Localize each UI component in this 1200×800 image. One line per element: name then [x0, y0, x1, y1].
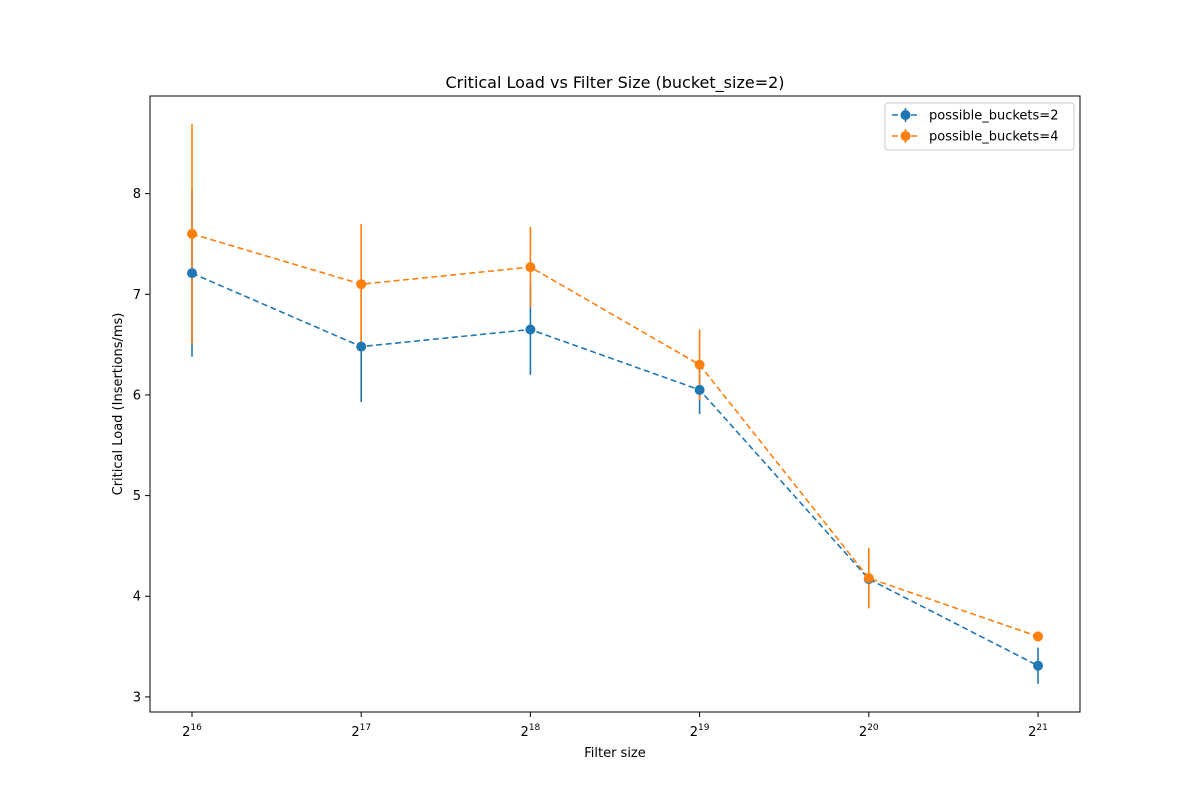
- data-point-series-1: [694, 384, 705, 395]
- y-tick-label: 5: [133, 489, 141, 504]
- legend-label-series-1: possible_buckets=2: [929, 109, 1058, 124]
- x-axis: 216 217 218 219 220 221: [182, 712, 1048, 740]
- data-point-series-1: [525, 324, 536, 335]
- x-tick-label: 218: [521, 723, 541, 740]
- plot-area-frame: [149, 95, 1081, 713]
- x-axis-title: Filter size: [584, 746, 646, 761]
- y-tick-label: 7: [133, 288, 141, 303]
- data-point-series-2: [187, 228, 197, 239]
- x-tick-label: 216: [182, 723, 202, 740]
- legend-box: [884, 102, 1075, 151]
- data-point-series-2: [525, 262, 536, 273]
- data-point-series-1: [356, 341, 367, 352]
- series-lines-layer: [191, 233, 1039, 667]
- markers-layer: [187, 228, 1043, 671]
- y-tick-label: 8: [133, 187, 141, 202]
- series-line-2: [191, 233, 1039, 638]
- y-axis: 3 4 5 6 7 8: [133, 187, 150, 705]
- y-tick-label: 3: [133, 690, 141, 705]
- data-point-series-1: [1033, 660, 1043, 671]
- legend-label-series-2: possible_buckets=4: [929, 130, 1058, 145]
- data-point-series-2: [863, 573, 874, 584]
- chart-title: Critical Load vs Filter Size (bucket_siz…: [445, 73, 784, 93]
- y-tick-label: 6: [133, 388, 141, 403]
- x-tick-label: 219: [690, 723, 710, 740]
- data-point-series-2: [356, 279, 367, 290]
- data-point-series-1: [187, 268, 197, 279]
- x-tick-label: 217: [351, 723, 371, 740]
- errorbars-layer: [191, 124, 1039, 684]
- legend-marker-series-1: [900, 110, 911, 120]
- series-line-1: [191, 272, 1039, 667]
- legend-marker-series-2: [900, 131, 911, 141]
- y-tick-label: 4: [133, 590, 141, 605]
- y-axis-title: Critical Load (Insertions/ms): [111, 313, 126, 496]
- data-point-series-2: [694, 359, 705, 370]
- x-tick-label: 221: [1028, 723, 1048, 740]
- data-point-series-2: [1033, 631, 1043, 642]
- legend: possible_buckets=2 possible_buckets=4: [884, 102, 1075, 151]
- x-tick-label: 220: [859, 723, 879, 740]
